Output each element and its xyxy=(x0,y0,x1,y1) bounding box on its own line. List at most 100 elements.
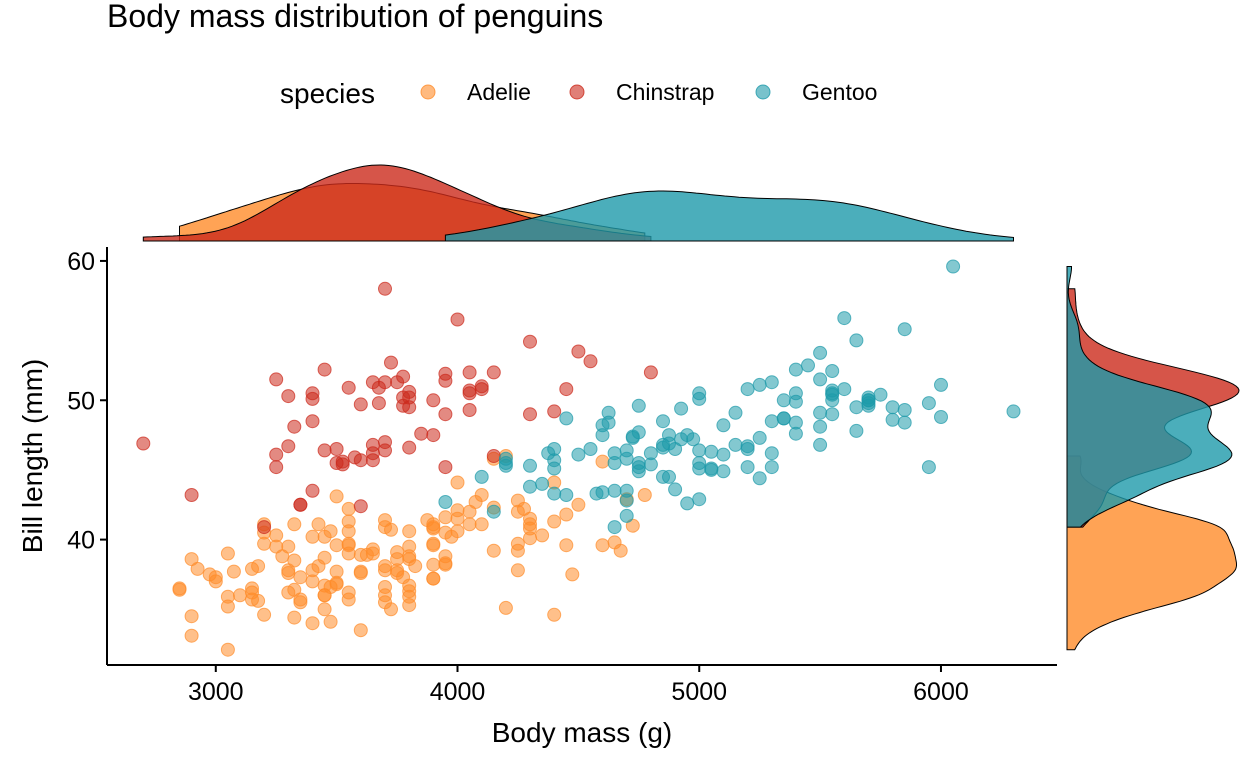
point-gentoo xyxy=(619,443,634,458)
point-adelie xyxy=(341,501,356,516)
right-marginal-density xyxy=(1066,266,1240,651)
point-gentoo xyxy=(704,462,719,477)
point-gentoo xyxy=(474,469,489,484)
point-chinstrap xyxy=(462,365,477,380)
point-adelie xyxy=(287,517,302,532)
point-chinstrap xyxy=(486,449,501,463)
legend-label-adelie: Adelie xyxy=(467,79,531,105)
point-adelie xyxy=(571,497,586,512)
legend-label-gentoo: Gentoo xyxy=(802,79,877,105)
point-gentoo xyxy=(607,483,622,498)
point-gentoo xyxy=(825,364,840,378)
y-tick-label: 50 xyxy=(67,387,95,415)
point-adelie xyxy=(341,536,356,551)
point-chinstrap xyxy=(396,369,411,384)
point-chinstrap xyxy=(335,454,350,469)
point-adelie xyxy=(523,511,537,526)
point-adelie xyxy=(184,552,199,567)
point-chinstrap xyxy=(396,390,411,405)
point-adelie xyxy=(390,563,405,578)
point-gentoo xyxy=(595,428,610,443)
point-chinstrap xyxy=(353,397,368,412)
point-gentoo xyxy=(764,460,779,475)
y-axis-ticks: 40 50 60 xyxy=(67,248,107,555)
point-adelie xyxy=(547,607,562,622)
point-gentoo xyxy=(680,496,695,511)
chart-title: Body mass distribution of penguins xyxy=(107,0,603,34)
point-adelie xyxy=(353,566,368,580)
point-chinstrap xyxy=(426,393,441,408)
point-adelie xyxy=(233,588,247,603)
point-chinstrap xyxy=(378,443,392,458)
point-gentoo xyxy=(752,377,767,392)
point-gentoo xyxy=(813,372,828,387)
point-chinstrap xyxy=(269,372,284,387)
point-adelie xyxy=(317,588,332,603)
point-gentoo xyxy=(619,508,634,523)
point-adelie xyxy=(281,566,296,580)
point-gentoo xyxy=(764,446,779,461)
point-gentoo xyxy=(946,259,961,274)
point-chinstrap xyxy=(287,419,302,434)
point-gentoo xyxy=(643,446,658,461)
point-gentoo xyxy=(740,382,755,397)
point-gentoo xyxy=(801,358,815,373)
point-adelie xyxy=(378,559,392,574)
point-adelie xyxy=(251,559,266,574)
point-adelie xyxy=(365,546,380,561)
point-gentoo xyxy=(897,415,912,430)
point-adelie xyxy=(184,609,199,624)
point-gentoo xyxy=(921,460,936,475)
point-chinstrap xyxy=(462,383,477,398)
point-adelie xyxy=(547,514,562,529)
point-adelie xyxy=(468,495,483,509)
point-adelie xyxy=(402,524,417,539)
point-adelie xyxy=(323,614,338,629)
point-chinstrap xyxy=(281,439,296,454)
point-chinstrap xyxy=(365,437,380,452)
point-gentoo xyxy=(752,430,767,445)
point-gentoo xyxy=(656,437,670,452)
point-gentoo xyxy=(776,393,791,408)
point-chinstrap xyxy=(371,396,386,411)
legend-swatch-adelie xyxy=(420,84,436,100)
point-adelie xyxy=(384,602,398,617)
point-gentoo xyxy=(601,415,616,430)
scatter-points xyxy=(136,259,1021,657)
point-adelie xyxy=(281,585,296,600)
point-gentoo xyxy=(740,460,755,475)
point-gentoo xyxy=(788,415,803,430)
point-gentoo xyxy=(716,464,731,479)
point-adelie xyxy=(450,475,465,490)
point-gentoo xyxy=(849,423,864,438)
point-adelie xyxy=(474,517,489,532)
point-adelie xyxy=(275,549,290,564)
point-gentoo xyxy=(837,311,852,326)
point-adelie xyxy=(305,574,320,589)
point-gentoo xyxy=(813,419,828,434)
point-gentoo xyxy=(523,479,537,494)
point-chinstrap xyxy=(371,380,386,395)
point-gentoo xyxy=(934,377,948,392)
point-gentoo xyxy=(752,471,767,486)
point-chinstrap xyxy=(523,334,537,349)
point-gentoo xyxy=(728,437,743,452)
point-adelie xyxy=(311,517,326,532)
point-gentoo xyxy=(788,394,803,409)
point-adelie xyxy=(384,522,398,537)
point-chinstrap xyxy=(547,404,562,419)
point-adelie xyxy=(462,517,477,532)
x-tick-label: 3000 xyxy=(188,678,244,706)
legend-swatch-gentoo xyxy=(755,84,771,100)
point-adelie xyxy=(184,628,199,643)
point-chinstrap xyxy=(257,520,272,535)
point-gentoo xyxy=(607,446,622,461)
point-chinstrap xyxy=(571,344,586,359)
point-adelie xyxy=(535,528,550,543)
y-axis-title: Bill length (mm) xyxy=(17,359,48,553)
point-chinstrap xyxy=(486,365,501,380)
point-chinstrap xyxy=(414,426,429,441)
point-gentoo xyxy=(692,456,707,470)
point-adelie xyxy=(559,538,574,553)
point-chinstrap xyxy=(559,382,574,397)
